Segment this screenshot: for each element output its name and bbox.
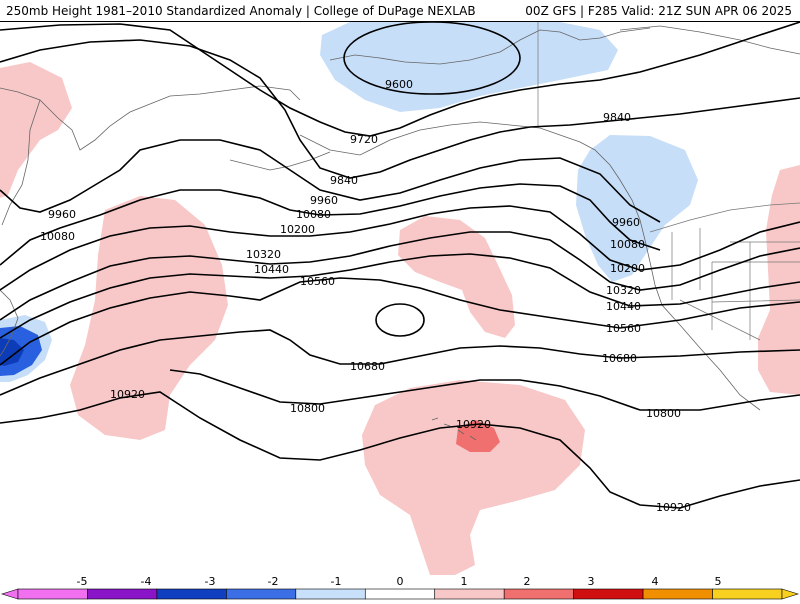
coastline-canada	[619, 25, 800, 55]
map-canvas: 9600 9720 9840 9840 9960 9960 9960 10080…	[0, 22, 800, 575]
contour-label: 9960	[48, 208, 76, 221]
coastline-kamchatka	[1, 99, 41, 226]
colorbar-tick-label: 5	[715, 575, 722, 588]
colorbar-segment	[87, 588, 158, 600]
contour-10680-closed	[375, 303, 425, 337]
contour-label: 10440	[254, 263, 289, 276]
colorbar: -5 -4 -3 -2 -1 0 1 2 3 4 5	[0, 575, 800, 600]
coastline-alaska	[329, 27, 651, 65]
colorbar-tick-label: 3	[588, 575, 595, 588]
colorbar-segment	[17, 588, 88, 600]
colorbar-tick-label: 0	[397, 575, 404, 588]
contour-label: 9960	[612, 216, 640, 229]
contour-label: 10080	[610, 238, 645, 251]
colorbar-tick-label: -3	[205, 575, 216, 588]
contour-10080	[0, 183, 661, 266]
us-canada-border	[649, 202, 800, 233]
run-valid-time: 00Z GFS | F285 Valid: 21Z SUN APR 06 202…	[525, 4, 792, 18]
coastline-alaska-south	[299, 121, 761, 411]
contour-10800	[169, 369, 800, 411]
contour-10920	[0, 391, 800, 509]
contour-label: 10080	[296, 208, 331, 221]
contour-label: 9960	[310, 194, 338, 207]
contour-label: 10320	[246, 248, 281, 261]
contour-10440	[0, 253, 800, 339]
contour-10200	[0, 205, 800, 291]
contour-label: 10560	[300, 275, 335, 288]
contour-label: 10680	[602, 352, 637, 365]
contour-9720	[0, 22, 800, 137]
contour-10680	[0, 329, 800, 396]
colorbar-tick-label: -4	[141, 575, 152, 588]
contour-labels: 9600 9720 9840 9840 9960 9960 9960 10080…	[40, 78, 691, 514]
colorbar-segment	[642, 588, 713, 600]
colorbar-arrow-right	[781, 588, 800, 600]
contour-9960	[0, 139, 661, 223]
contour-label: 10200	[610, 262, 645, 275]
positive-anomaly-hawaii-core	[456, 420, 500, 452]
contour-label: 9600	[385, 78, 413, 91]
contour-label: 10080	[40, 230, 75, 243]
contour-10320	[0, 231, 800, 321]
map-title: 250mb Height 1981–2010 Standardized Anom…	[6, 4, 476, 18]
contour-label: 10560	[606, 322, 641, 335]
contour-label: 10680	[350, 360, 385, 373]
colorbar-segment	[712, 588, 783, 600]
colorbar-segment	[434, 588, 505, 600]
contour-label: 9840	[603, 111, 631, 124]
contour-label: 10440	[606, 300, 641, 313]
contour-label: 9840	[330, 174, 358, 187]
colorbar-segment	[573, 588, 644, 600]
contour-10560	[0, 277, 800, 366]
coastline-japan	[0, 289, 19, 357]
colorbar-canvas: -5 -4 -3 -2 -1 0 1 2 3 4 5	[0, 575, 800, 600]
colorbar-segment	[503, 588, 574, 600]
contour-9600-closed	[343, 22, 521, 95]
colorbar-segments	[0, 588, 800, 600]
contour-label: 9720	[350, 133, 378, 146]
colorbar-ticks: -5 -4 -3 -2 -1 0 1 2 3 4 5	[77, 575, 722, 588]
positive-anomaly-east-asia	[0, 62, 72, 198]
positive-anomaly-us	[758, 165, 800, 395]
contour-label: 10200	[280, 223, 315, 236]
positive-anomaly-hawaii	[362, 380, 585, 575]
weather-map: 9600 9720 9840 9840 9960 9960 9960 10080…	[0, 22, 800, 575]
negative-anomaly-japan-3	[0, 338, 24, 366]
colorbar-segment	[295, 588, 366, 600]
negative-anomaly-alaska	[320, 22, 618, 112]
colorbar-tick-label: 2	[524, 575, 531, 588]
colorbar-tick-label: -2	[268, 575, 279, 588]
colorbar-segment	[226, 588, 297, 600]
height-contours	[0, 22, 800, 509]
header: 250mb Height 1981–2010 Standardized Anom…	[0, 0, 800, 22]
contour-label: 10800	[646, 407, 681, 420]
contour-label: 10920	[456, 418, 491, 431]
colorbar-segment	[156, 588, 227, 600]
contour-label: 10800	[290, 402, 325, 415]
colorbar-arrow-left	[0, 588, 19, 600]
colorbar-tick-label: -1	[331, 575, 342, 588]
contour-9840	[0, 39, 800, 179]
positive-anomaly-west-pacific	[70, 196, 228, 440]
contour-label: 10320	[606, 284, 641, 297]
anomaly-shading	[0, 22, 800, 575]
colorbar-tick-label: -5	[77, 575, 88, 588]
coastline-hawaii	[431, 417, 477, 441]
contour-label: 10920	[110, 388, 145, 401]
colorbar-tick-label: 4	[652, 575, 659, 588]
contour-label: 10920	[656, 501, 691, 514]
positive-anomaly-central-pacific	[398, 216, 515, 338]
coastline-asia	[0, 85, 301, 151]
colorbar-tick-label: 1	[461, 575, 468, 588]
colorbar-segment	[364, 588, 436, 600]
